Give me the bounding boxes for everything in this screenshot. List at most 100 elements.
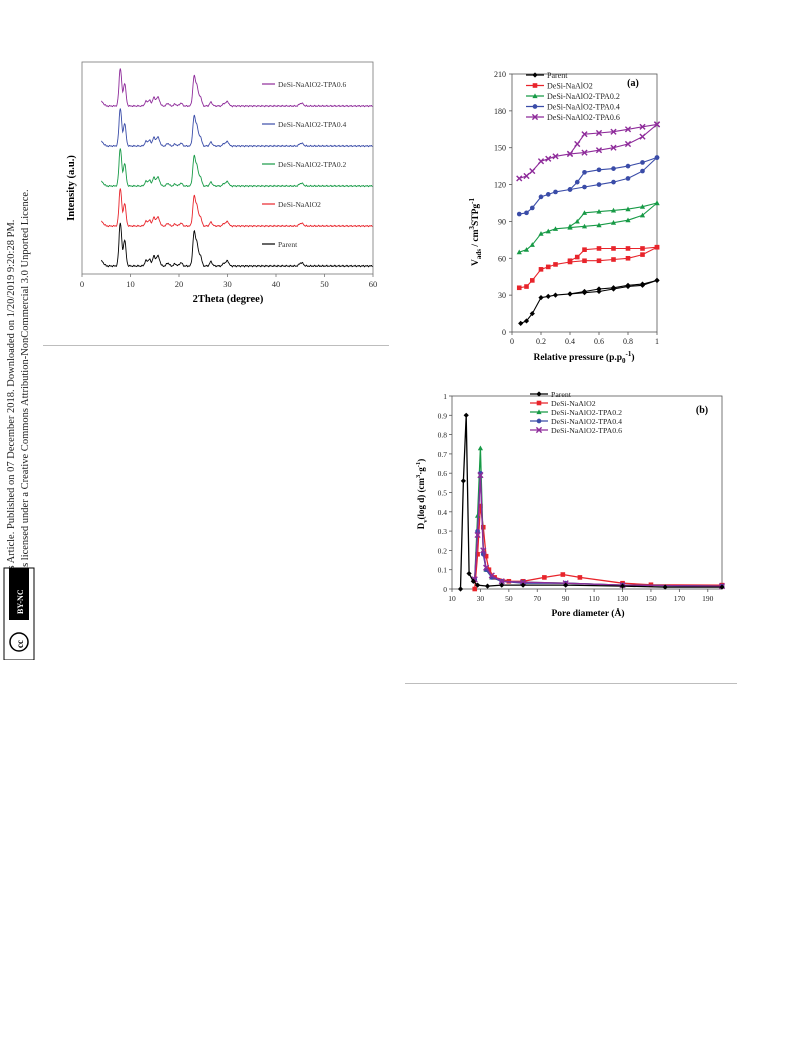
isotherm-point (566, 150, 574, 157)
isotherm-x-tick-label: 0.6 (594, 337, 604, 346)
isotherm-point (596, 246, 602, 251)
isotherm-x-tick-label: 0 (510, 337, 514, 346)
psd-y-tick-label: 0.7 (438, 450, 448, 459)
xrd-x-tick-label: 60 (369, 279, 378, 289)
isotherm-point (596, 258, 602, 264)
isotherm-point (639, 133, 646, 140)
psd-point (480, 547, 487, 554)
isotherm-point (625, 206, 631, 212)
psd-point (478, 503, 483, 509)
psd-point (477, 445, 484, 451)
isotherm-point (529, 167, 536, 175)
xrd-series-line (101, 188, 373, 228)
isotherm-point (654, 155, 660, 160)
isotherm-desorption-line (569, 202, 658, 227)
isotherm-point (654, 200, 660, 206)
isotherm-point (581, 210, 588, 215)
isotherm-point (582, 258, 587, 264)
isotherm-point (640, 252, 645, 257)
isotherm-point (624, 140, 632, 148)
psd-y-tick-label: 0.4 (438, 508, 448, 517)
isotherm-point (639, 204, 646, 209)
psd-x-tick-label: 50 (505, 594, 513, 603)
isotherm-point (596, 209, 602, 214)
psd-point (488, 572, 495, 579)
isotherm-point (567, 291, 573, 297)
notice-line-2: This article is licensed under a Creativ… (20, 189, 31, 620)
xrd-pattern-chart: Parent DeSi-NaAlO2 DeSi-NaAlO2-TPA0.2 DeSi-… (66, 61, 378, 305)
isotherm-y-axis-label: Vads / cm3STPg-1 (468, 197, 483, 266)
isotherm-x-axis-label: Relative pressure (p.p0-1) (533, 350, 634, 365)
psd-legend-label: DeSi-NaAlO2 (551, 399, 596, 408)
isotherm-point (524, 210, 529, 216)
isotherm-legend-label: DeSi-NaAlO2-TPA0.6 (547, 113, 620, 122)
isotherm-point (545, 155, 552, 162)
isotherm-point (537, 158, 545, 165)
psd-x-tick-label: 190 (702, 594, 714, 603)
psd-point (484, 583, 491, 589)
isotherm-point (538, 231, 544, 236)
xrd-legend-label: DeSi-NaAlO2-TPA0.6 (278, 80, 347, 89)
isotherm-point (624, 126, 632, 133)
isotherm-x-tick-label: 1 (655, 337, 659, 346)
psd-series-line (459, 415, 722, 590)
psd-y-tick-label: 0.3 (438, 527, 448, 536)
isotherm-point (611, 257, 616, 262)
isotherm-point (552, 292, 559, 298)
psd-point (560, 572, 566, 577)
isotherm-point (595, 147, 603, 154)
psd-point (719, 584, 725, 590)
isotherm-point (625, 163, 631, 169)
isotherm-point (639, 123, 646, 130)
isotherm-point (582, 184, 587, 190)
isotherm-point (545, 293, 551, 299)
isotherm-point (610, 220, 617, 225)
isotherm-y-tick-label: 120 (494, 181, 506, 190)
psd-x-tick-label: 170 (674, 594, 686, 603)
cc-license-badge[interactable]: cc BY-NC (3, 567, 35, 661)
isotherm-point (581, 131, 588, 138)
psd-x-tick-label: 110 (589, 594, 600, 603)
isotherm-point (625, 176, 631, 181)
xrd-x-tick-label: 50 (320, 279, 329, 289)
isotherm-point (516, 175, 523, 182)
isotherm-y-tick-label: 0 (502, 328, 506, 337)
psd-y-tick-label: 0.9 (438, 411, 448, 420)
isotherm-point (523, 318, 530, 324)
psd-x-tick-label: 30 (477, 594, 485, 603)
xrd-series-line (101, 68, 373, 108)
isotherm-point (567, 187, 573, 192)
isotherm-point (625, 255, 631, 261)
isotherm-point (654, 244, 660, 250)
psd-point (542, 575, 547, 580)
isotherm-point (595, 129, 603, 137)
isotherm-point (529, 242, 535, 247)
isotherm-point (581, 223, 588, 229)
isotherm-point (610, 207, 617, 213)
psd-legend-label: DeSi-NaAlO2-TPA0.6 (551, 426, 622, 435)
isotherm-point (625, 217, 631, 223)
isotherm-point (553, 189, 558, 195)
xrd-legend-label: Parent (278, 240, 298, 249)
isotherm-point (574, 179, 580, 185)
isotherm-legend-label: Parent (547, 71, 568, 80)
psd-point (466, 570, 472, 577)
isotherm-point (529, 205, 535, 211)
isotherm-y-tick-label: 60 (498, 254, 506, 263)
isotherm-adsorption-line (519, 123, 658, 179)
xrd-series-line (101, 108, 373, 148)
psd-legend-label: DeSi-NaAlO2-TPA0.2 (551, 408, 622, 417)
isotherm-point (596, 286, 602, 292)
psd-y-tick-label: 0.6 (438, 469, 448, 478)
isotherm-point (574, 218, 580, 224)
isotherm-point (582, 169, 587, 175)
xrd-x-tick-label: 10 (126, 279, 135, 289)
psd-series-line (474, 475, 723, 587)
isotherm-point (610, 128, 617, 135)
isotherm-point (639, 212, 646, 218)
isotherm-point (596, 222, 602, 228)
psd-y-tick-label: 0.1 (438, 566, 448, 575)
isotherm-point (567, 258, 573, 264)
isotherm-point (545, 228, 551, 234)
isotherm-point (523, 247, 530, 252)
